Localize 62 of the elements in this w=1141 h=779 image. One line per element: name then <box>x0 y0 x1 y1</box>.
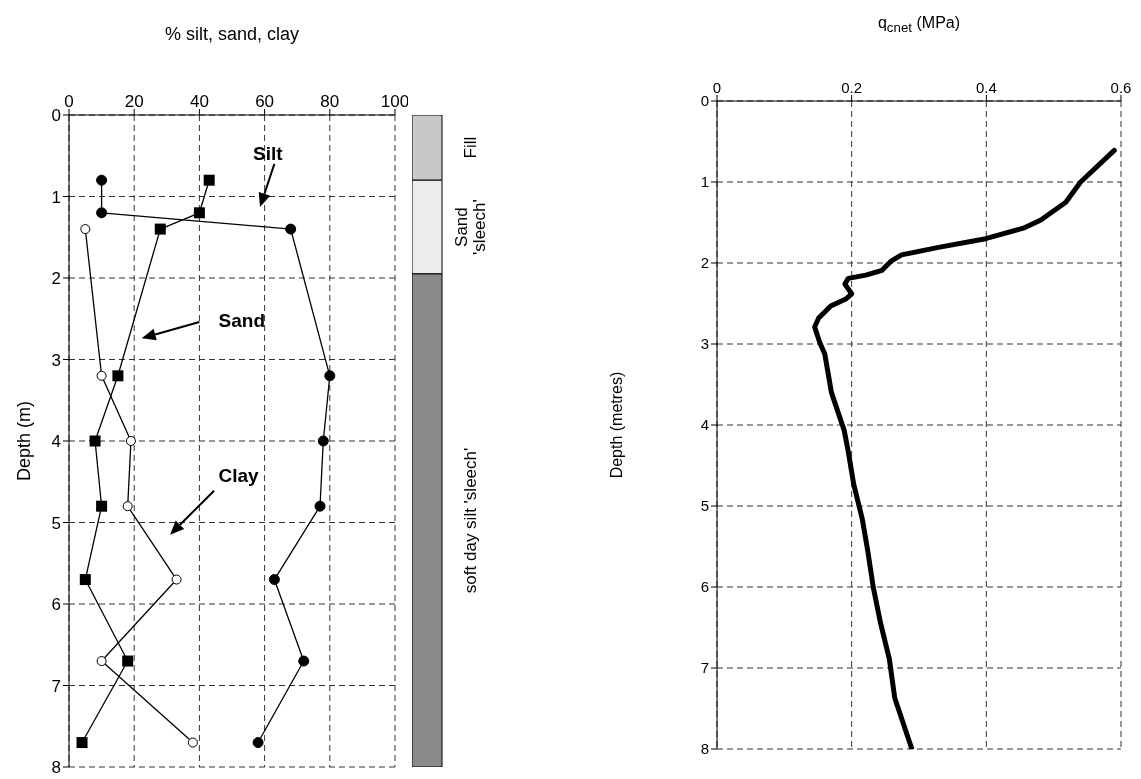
text: Fill <box>460 136 480 159</box>
x-tick-label: 20 <box>124 92 144 111</box>
point <box>171 574 182 585</box>
x-axis-title: % silt, sand, clay <box>163 24 301 45</box>
y-tick-label: 3 <box>700 335 709 353</box>
x-tick-label: 0 <box>712 79 722 96</box>
y-tick-label: 1 <box>700 173 709 191</box>
x-tick-label: 100 <box>380 92 410 111</box>
text: Sand 'sleech' <box>451 199 490 255</box>
point <box>298 655 310 667</box>
point <box>122 655 134 667</box>
y-tick-label: 2 <box>700 254 709 272</box>
x-tick-label: 80 <box>320 92 340 111</box>
point <box>96 656 107 667</box>
point <box>89 435 101 447</box>
point <box>317 435 329 447</box>
x-tick-label: 40 <box>189 92 209 111</box>
point <box>96 370 107 381</box>
y-tick-label: 1 <box>51 187 61 207</box>
y-tick-label: 8 <box>51 758 61 778</box>
point <box>79 574 91 586</box>
y-axis-title: Depth (metres) <box>607 371 625 479</box>
y-tick-label: 5 <box>700 497 709 515</box>
x-tick-label: 60 <box>255 92 275 111</box>
y-tick-label: 7 <box>700 659 709 677</box>
y-tick-label: 7 <box>51 676 61 696</box>
point <box>154 223 166 235</box>
point <box>268 574 280 586</box>
point <box>193 207 205 219</box>
y-tick-label: 6 <box>51 595 61 615</box>
x-tick-label: 0 <box>64 92 74 111</box>
x-axis-title: q$_{cnet}$ (MPa) <box>876 14 962 36</box>
point <box>125 436 136 446</box>
point <box>314 500 326 512</box>
x-tick-label: 0.2 <box>841 79 863 96</box>
point <box>324 370 336 382</box>
point <box>80 224 91 235</box>
text: Silt <box>253 142 284 164</box>
point <box>76 737 88 749</box>
legend-label: Sand <box>218 309 266 331</box>
point <box>96 207 108 219</box>
point <box>122 501 133 512</box>
point <box>187 737 198 748</box>
y-tick-label: 5 <box>51 513 61 533</box>
y-tick-label: 4 <box>700 416 709 434</box>
x-tick-label: 0.6 <box>1110 79 1132 96</box>
x-tick-label: 0.4 <box>975 79 997 96</box>
y-tick-label: 2 <box>51 269 61 289</box>
point <box>285 223 297 235</box>
y-tick-label: 0 <box>51 106 61 126</box>
point <box>252 737 264 749</box>
text: Clay <box>218 464 260 486</box>
text: soft day silt 'sleech' <box>460 447 480 594</box>
y-tick-label: 6 <box>700 578 709 596</box>
point <box>112 370 124 382</box>
point <box>203 174 215 186</box>
y-tick-label: 8 <box>700 740 709 758</box>
y-axis-title: Depth (m) <box>14 400 35 482</box>
y-tick-label: 3 <box>51 350 61 370</box>
point <box>96 174 108 186</box>
y-tick-label: 4 <box>51 432 61 452</box>
point <box>96 500 108 512</box>
